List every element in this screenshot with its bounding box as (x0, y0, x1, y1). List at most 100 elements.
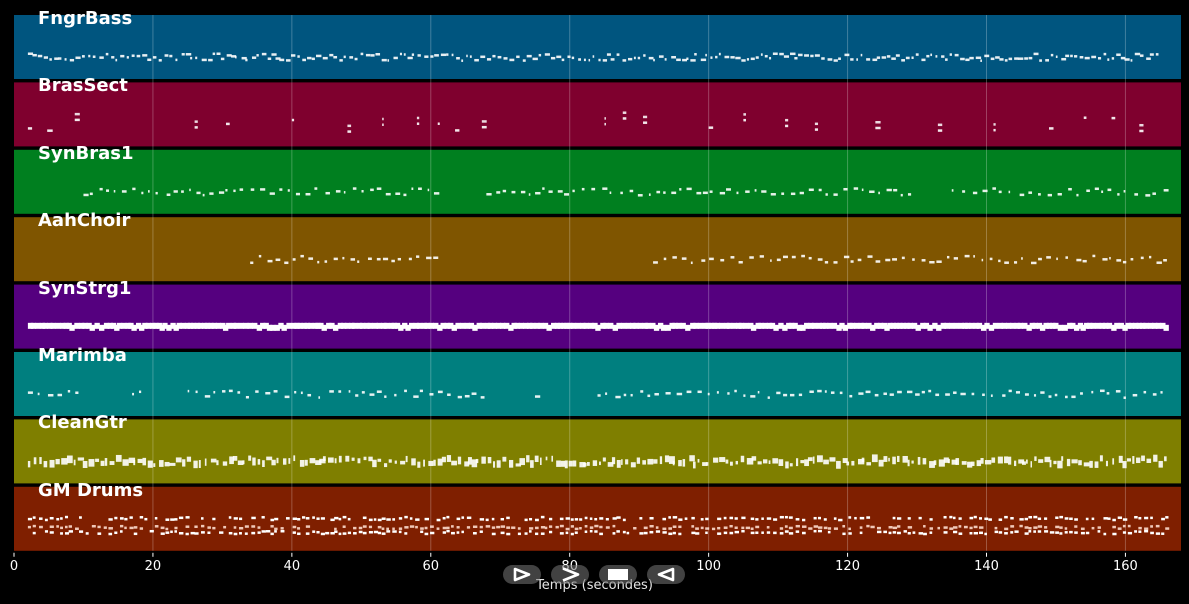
note (962, 322, 968, 329)
note (702, 191, 708, 195)
note (664, 58, 667, 61)
note (953, 526, 958, 529)
note (110, 322, 117, 329)
note (559, 524, 564, 528)
note (1028, 530, 1032, 533)
note (885, 258, 891, 262)
note (1091, 390, 1094, 394)
note (789, 463, 793, 467)
note (332, 324, 339, 331)
note (474, 58, 479, 62)
note (813, 529, 817, 533)
note (433, 322, 439, 329)
note (504, 322, 510, 329)
note (1064, 531, 1068, 534)
note (257, 459, 261, 465)
note (559, 517, 564, 521)
note (782, 324, 788, 331)
note (1033, 394, 1037, 397)
note (271, 53, 277, 56)
note (820, 322, 826, 329)
note (322, 56, 328, 60)
note (874, 393, 879, 397)
note (189, 188, 191, 192)
note (154, 517, 158, 520)
tick-label: 140 (974, 559, 999, 574)
note (971, 461, 975, 466)
stop-button[interactable] (599, 565, 637, 584)
note (1112, 518, 1116, 522)
note (1008, 456, 1012, 465)
note (317, 260, 320, 264)
note (932, 322, 938, 329)
note (185, 525, 190, 528)
note (1057, 193, 1062, 196)
note (1004, 456, 1009, 464)
note (497, 55, 502, 59)
note (578, 58, 582, 61)
note (124, 526, 127, 530)
note (399, 52, 402, 56)
note (621, 459, 623, 465)
note (341, 322, 347, 329)
note (1140, 256, 1144, 260)
note (990, 394, 993, 397)
track-background (14, 82, 1181, 147)
note (842, 525, 846, 528)
note (1165, 527, 1170, 530)
note (1017, 322, 1024, 329)
note (54, 57, 59, 60)
note (481, 456, 486, 464)
track-notes (27, 322, 1169, 331)
track-background (14, 149, 1181, 214)
note (165, 518, 170, 521)
note (964, 254, 970, 258)
note (649, 517, 654, 520)
note (237, 460, 244, 465)
play-button[interactable] (503, 565, 541, 584)
note (766, 526, 770, 529)
note (637, 56, 641, 60)
note (244, 532, 248, 535)
note (697, 390, 702, 394)
next-button[interactable] (551, 565, 589, 584)
note (823, 322, 829, 329)
note (1019, 524, 1023, 528)
note (784, 530, 789, 533)
note (285, 517, 290, 520)
note (1161, 517, 1165, 521)
note (209, 192, 214, 195)
back-button[interactable] (647, 565, 685, 584)
note (1164, 456, 1167, 462)
note (1091, 526, 1095, 530)
note (755, 56, 759, 59)
note (825, 193, 828, 196)
note (599, 525, 603, 529)
note (365, 53, 371, 57)
note (271, 459, 276, 466)
note (1112, 525, 1116, 529)
note (27, 322, 34, 329)
note (1056, 257, 1058, 261)
note (878, 459, 884, 467)
note (676, 322, 682, 329)
note (1044, 526, 1048, 529)
note (724, 55, 730, 59)
note (743, 118, 746, 122)
note (442, 526, 447, 530)
note (131, 54, 135, 57)
note (125, 322, 131, 329)
note (487, 457, 492, 464)
note (929, 531, 933, 534)
note (400, 460, 406, 465)
note (373, 518, 377, 521)
note (542, 187, 545, 190)
note (980, 59, 982, 62)
note (937, 123, 943, 127)
note (1015, 391, 1021, 394)
note (850, 260, 854, 263)
note (870, 324, 876, 331)
note (574, 527, 579, 531)
note (245, 58, 248, 62)
